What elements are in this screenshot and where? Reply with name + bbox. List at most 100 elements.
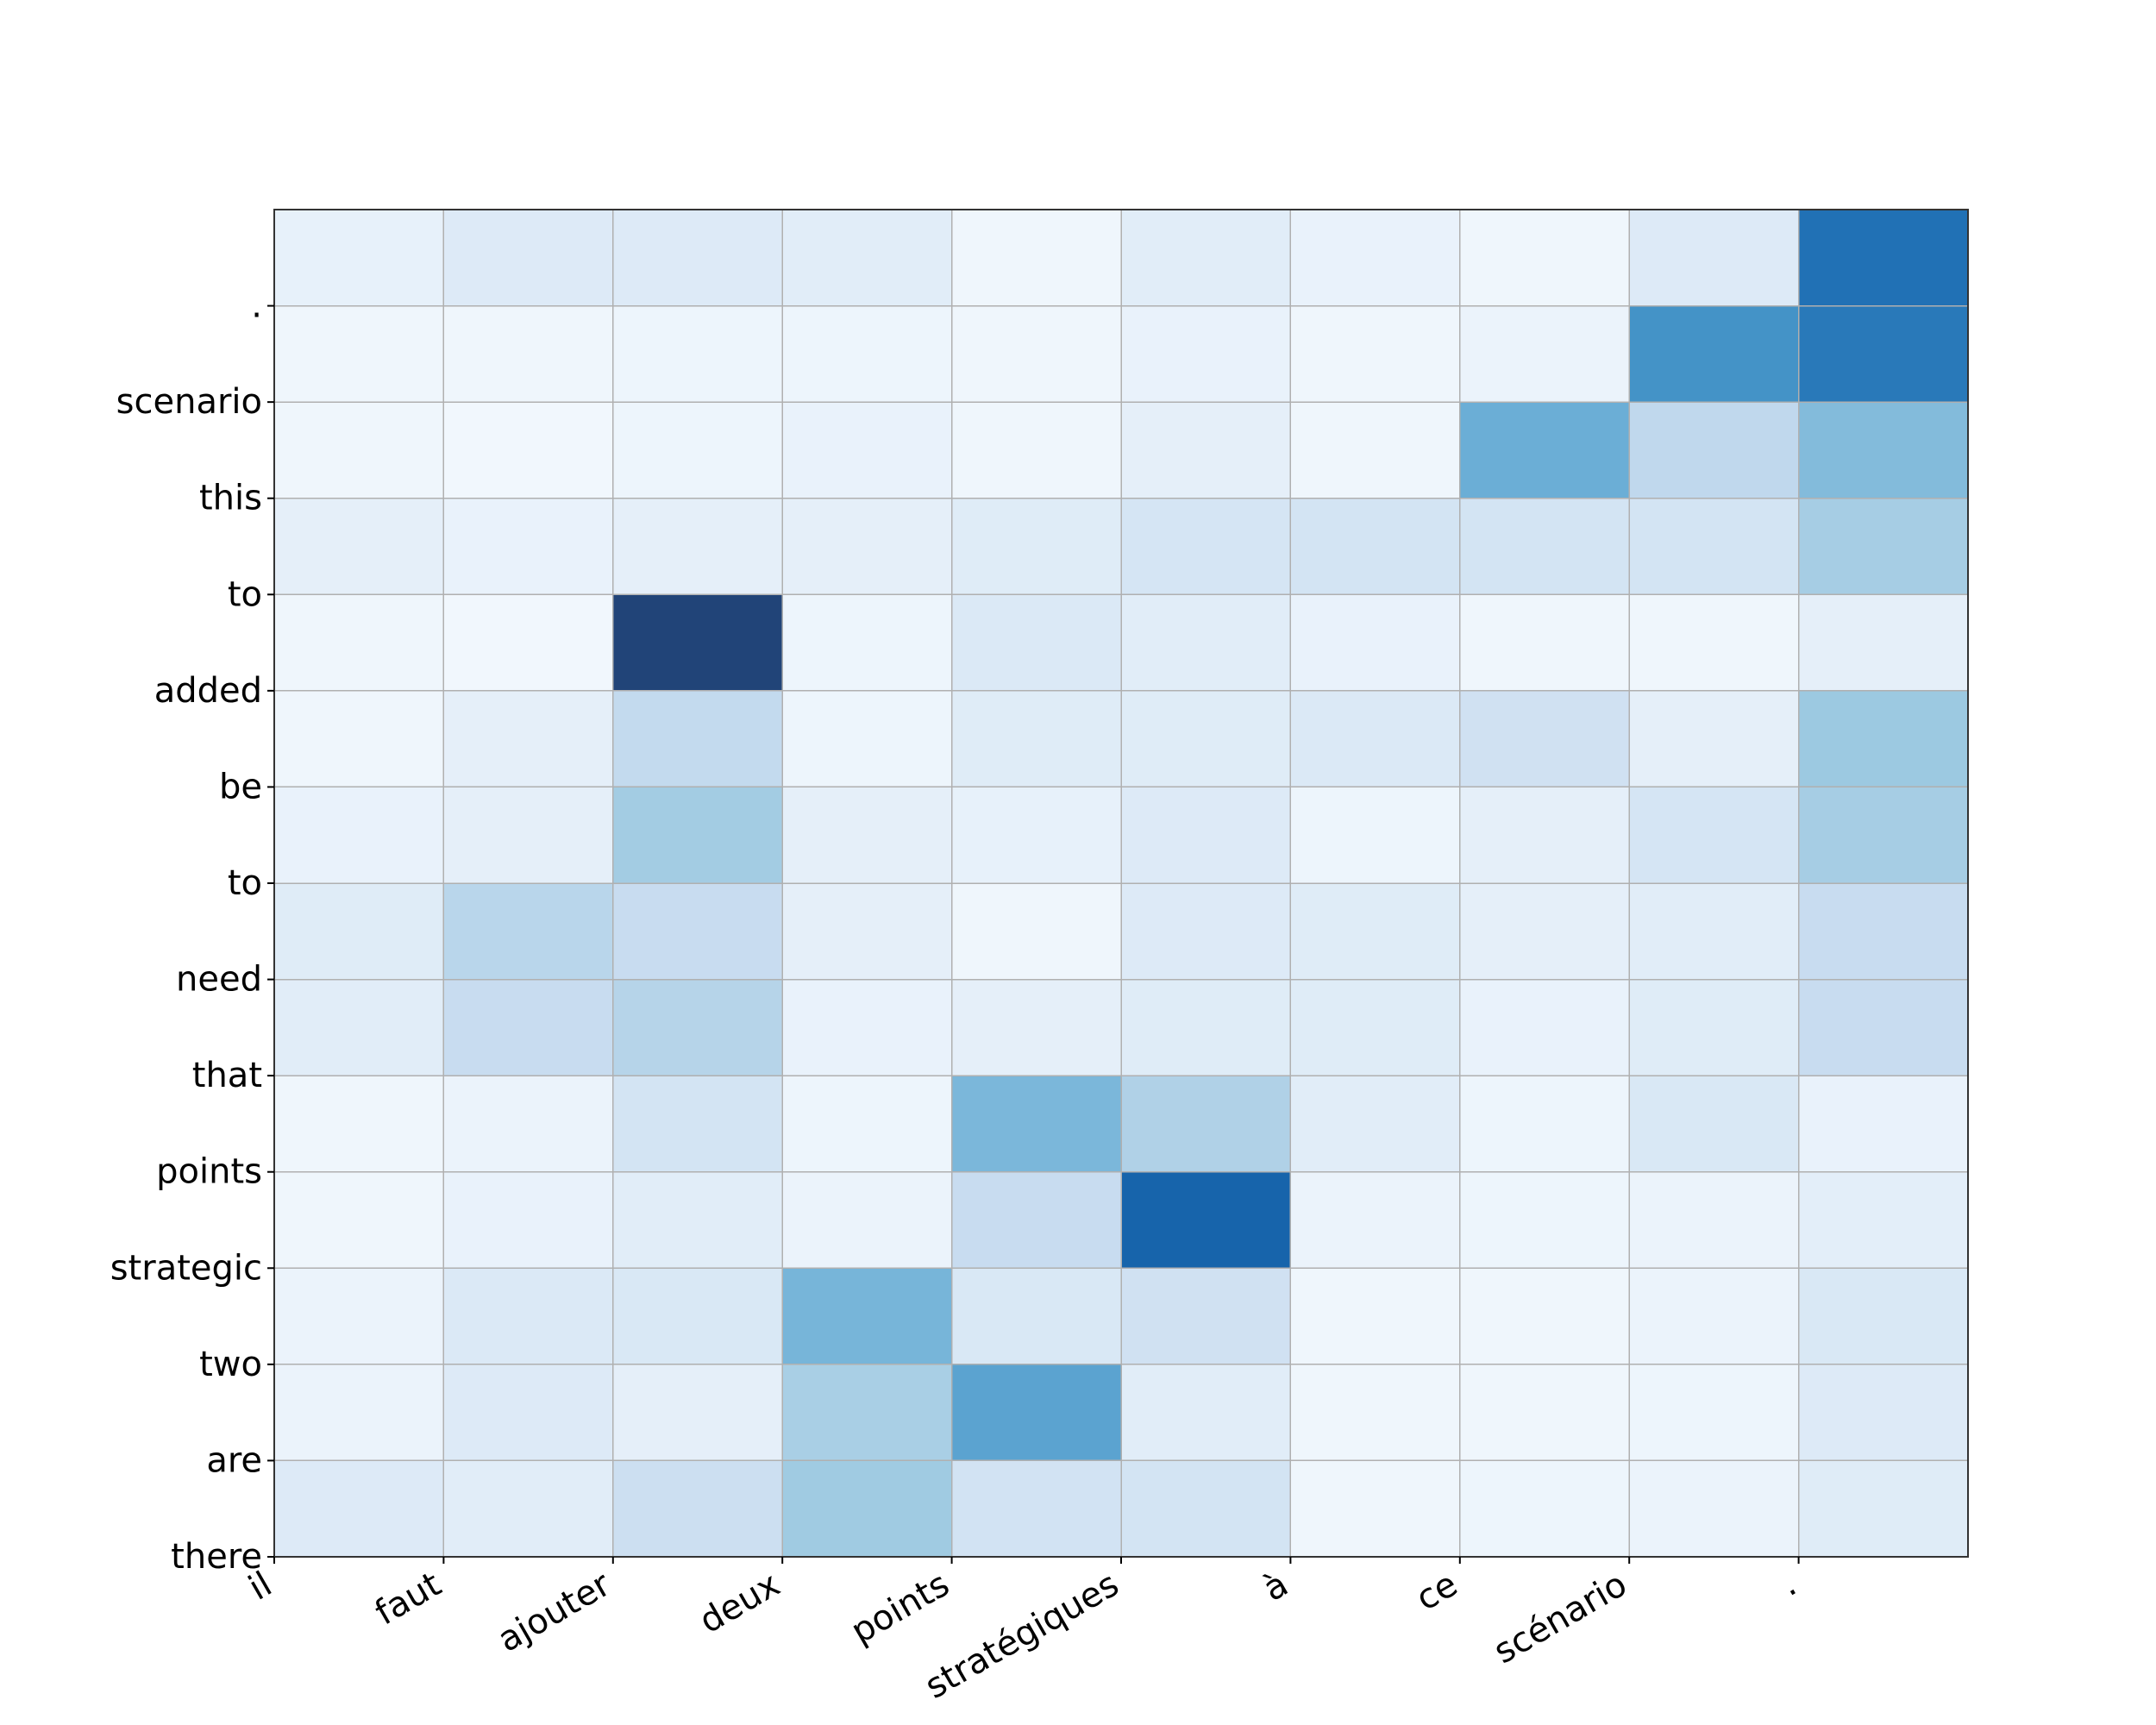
heatmap-cell <box>1798 594 1969 692</box>
heatmap-cell <box>274 498 444 595</box>
x-tick-label: faut <box>368 1565 448 1634</box>
x-tick-label: scénario <box>1488 1565 1634 1672</box>
heatmap-cell <box>1629 1268 1800 1365</box>
heatmap-cell <box>274 305 444 403</box>
heatmap-cell <box>1290 1171 1461 1269</box>
heatmap-cell <box>1459 883 1630 981</box>
heatmap-cell <box>782 883 953 981</box>
heatmap-cell <box>1121 498 1291 595</box>
heatmap-cell <box>1459 1364 1630 1461</box>
heatmap-cell <box>951 883 1122 981</box>
heatmap-cell <box>1459 1171 1630 1269</box>
heatmap-cell <box>443 305 614 403</box>
heatmap-cell <box>1798 1171 1969 1269</box>
heatmap-cell <box>443 1460 614 1558</box>
heatmap-cell <box>1290 1364 1461 1461</box>
heatmap-cell <box>1121 1460 1291 1558</box>
heatmap-cell <box>612 1076 783 1173</box>
heatmap-cell <box>1121 1364 1291 1461</box>
heatmap-cell <box>1798 787 1969 884</box>
heatmap-cell <box>1121 1171 1291 1269</box>
heatmap-cell <box>612 690 783 787</box>
heatmap-cell <box>951 787 1122 884</box>
heatmap-cell <box>443 1364 614 1461</box>
heatmap-cell <box>1798 1364 1969 1461</box>
heatmap-cell <box>1629 594 1800 692</box>
heatmap-cell <box>1798 402 1969 499</box>
heatmap-cell <box>612 210 783 307</box>
heatmap-cell <box>782 305 953 403</box>
heatmap-cell <box>1290 305 1461 403</box>
heatmap-cell <box>274 1268 444 1365</box>
heatmap-cell <box>1459 1460 1630 1558</box>
heatmap-cell <box>612 1171 783 1269</box>
y-tick-label: be <box>219 767 262 806</box>
heatmap-cell <box>1459 690 1630 787</box>
heatmap-cell <box>274 1076 444 1173</box>
heatmap-cell <box>443 787 614 884</box>
heatmap-cell <box>612 883 783 981</box>
heatmap-cell <box>612 498 783 595</box>
heatmap-cell <box>1459 402 1630 499</box>
heatmap-cell <box>782 787 953 884</box>
heatmap-cell <box>1629 305 1800 403</box>
heatmap-cell <box>274 787 444 884</box>
heatmap-cell <box>1629 979 1800 1076</box>
heatmap-cell <box>612 594 783 692</box>
heatmap-cell <box>443 1076 614 1173</box>
y-tick-label: added <box>154 671 262 711</box>
heatmap-cell <box>1121 979 1291 1076</box>
heatmap-cell <box>951 498 1122 595</box>
heatmap-cell <box>1798 979 1969 1076</box>
heatmap-cell <box>1798 883 1969 981</box>
heatmap-cell <box>1459 498 1630 595</box>
heatmap-cell <box>1629 690 1800 787</box>
heatmap-cell <box>1798 210 1969 307</box>
heatmap-cell <box>782 402 953 499</box>
heatmap-cell <box>951 210 1122 307</box>
y-tick-label: points <box>156 1152 262 1192</box>
heatmap-cell <box>782 1364 953 1461</box>
x-tick-label: à <box>1257 1565 1294 1609</box>
heatmap-cell <box>1798 305 1969 403</box>
heatmap-cell <box>1629 498 1800 595</box>
heatmap-grid <box>274 210 1968 1557</box>
x-tick-label: deux <box>693 1565 787 1641</box>
heatmap-cell <box>274 1364 444 1461</box>
heatmap-cell <box>782 1076 953 1173</box>
heatmap-cell <box>1459 979 1630 1076</box>
heatmap-cell <box>274 883 444 981</box>
heatmap-cell <box>1290 1460 1461 1558</box>
heatmap-cell <box>1459 305 1630 403</box>
heatmap-cell <box>951 979 1122 1076</box>
heatmap-cell <box>1290 787 1461 884</box>
y-axis: there are two strategic points that need to be ad… <box>110 286 274 1577</box>
y-tick-label: to <box>228 574 262 614</box>
heatmap-cell <box>1290 883 1461 981</box>
heatmap-cell <box>951 1171 1122 1269</box>
heatmap-cell <box>1629 883 1800 981</box>
y-tick-label: . <box>251 286 262 326</box>
heatmap-cell <box>1121 1268 1291 1365</box>
heatmap-cell <box>782 979 953 1076</box>
heatmap-cell <box>1121 690 1291 787</box>
heatmap-cell <box>274 979 444 1076</box>
heatmap-cell <box>1290 1076 1461 1173</box>
x-tick-label: points <box>844 1565 956 1652</box>
heatmap-cell <box>274 690 444 787</box>
heatmap-cell <box>1290 1268 1461 1365</box>
heatmap-cell <box>782 1460 953 1558</box>
y-tick-label: there <box>171 1537 262 1577</box>
heatmap-cell <box>612 787 783 884</box>
heatmap-cell <box>782 690 953 787</box>
x-tick-label: ajouter <box>492 1565 618 1660</box>
heatmap-cell <box>951 1268 1122 1365</box>
heatmap-cell <box>612 305 783 403</box>
heatmap-cell <box>443 883 614 981</box>
heatmap-cell <box>612 979 783 1076</box>
heatmap-cell <box>1290 979 1461 1076</box>
heatmap-cell <box>443 1171 614 1269</box>
heatmap-cell <box>782 594 953 692</box>
heatmap-cell <box>443 594 614 692</box>
